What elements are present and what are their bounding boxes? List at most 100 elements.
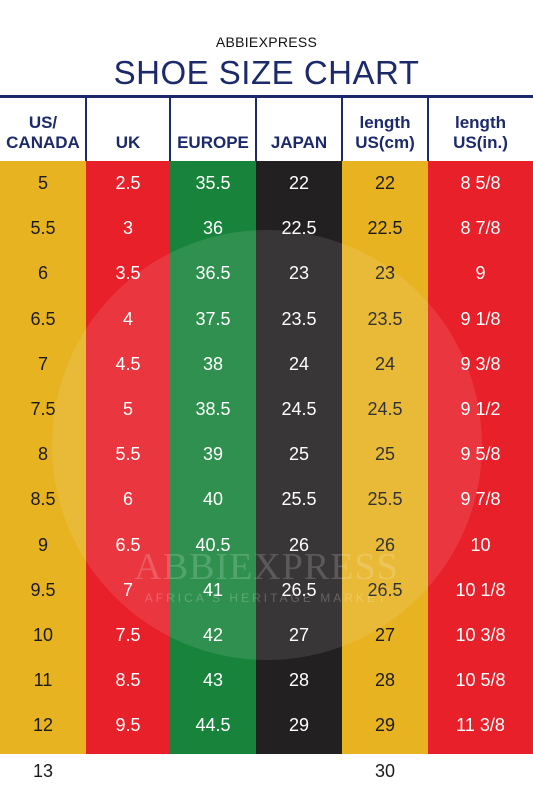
table-cell: 41 [202,579,224,600]
table-cell: 7 [37,353,48,374]
table-cell: 23.5 [367,308,403,329]
table-cell: 26.5 [367,579,403,600]
table-cell: 9 7/8 [460,489,501,510]
table-cell: 40 [202,489,224,510]
table-cell: 5 [122,399,133,420]
table-cell: 8 [37,444,48,465]
table-cell: 5 [37,173,48,194]
table-cell: 23 [374,263,396,284]
table-cell: 36 [202,218,224,239]
table-cell: 40.5 [195,534,231,555]
table-cell: 36.5 [195,263,231,284]
table-cell: 24 [374,353,396,374]
table-cell: 10 3/8 [455,624,506,645]
brand-name: ABBIEXPRESS [215,34,318,50]
table-cell: 6 [122,489,133,510]
page-title: SHOE SIZE CHART [113,54,420,91]
size-chart-table: US/ CANADA 5 5.5 6 6.5 7 7.5 8 8.5 9 9.5 10 11 12 13 … [0,95,533,781]
table-cell: 11 5/8 [456,760,505,781]
column-body: 35.5 36 36.5 37.5 38 38.5 39 40 40.5 41 42 43 44.5 45 [170,161,256,781]
table-cell: 6 [37,263,48,284]
table-cell: 24.5 [281,399,317,420]
table-cell: 37.5 [195,308,231,329]
table-cell: 9 5/8 [460,444,501,465]
column-header: length US(cm) [355,113,415,152]
table-cell: 43 [202,670,224,691]
column-header: UK [115,133,141,152]
table-cell: 27 [374,624,396,645]
table-cell: 10 1/8 [455,579,506,600]
table-cell: 6.5 [115,534,141,555]
table-cell: 23 [288,263,310,284]
header-divider [341,98,343,161]
table-cell: 10 [117,760,139,781]
header-divider [255,98,257,161]
table-cell: 7.5 [30,399,56,420]
table-cell: 9 1/2 [460,399,501,420]
table-cell: 10 5/8 [455,670,506,691]
header-divider [169,98,171,161]
table-cell: 28 [374,670,396,691]
table-cell: 22.5 [281,218,317,239]
table-cell: 25.5 [367,489,403,510]
table-cell: 29 [374,715,396,736]
table-cell: 10 [32,624,54,645]
table-cell: 39 [202,444,224,465]
table-cell: 38 [202,353,224,374]
column-length-cm: length US(cm) 22 22.5 23 23.5 24 24.5 25 25.5 26… [342,95,428,781]
table-cell: 10 [470,534,491,555]
column-uk: UK 2.5 3 3.5 4 4.5 5 5.5 6 6.5 7 7.5 8.5 9.5 10 [86,95,170,781]
table-cell: 3 [122,218,133,239]
table-cell: 8.5 [115,670,141,691]
table-cell: 11 [33,670,53,691]
column-header: US/ CANADA [6,113,80,152]
column-header: JAPAN [270,133,328,152]
table-cell: 23.5 [281,308,317,329]
table-cell: 9 3/8 [460,353,501,374]
table-cell: 5.5 [115,444,141,465]
table-cell: 3.5 [115,263,141,284]
table-cell: 8 5/8 [460,173,501,194]
column-body: 22 22.5 23 23.5 24 24.5 25 25.5 26 26.5 27 28 29 30 [256,161,342,781]
table-cell: 9 1/8 [460,308,501,329]
table-cell: 28 [288,670,310,691]
table-cell: 2.5 [115,173,141,194]
table-cell: 30 [374,760,396,781]
table-cell: 27 [288,624,310,645]
table-cell: 25 [288,444,310,465]
column-us-canada: US/ CANADA 5 5.5 6 6.5 7 7.5 8 8.5 9 9.5 10 11 12 13 [0,95,86,781]
column-body: 5 5.5 6 6.5 7 7.5 8 8.5 9 9.5 10 11 12 13 [0,161,86,781]
table-cell: 30 [288,760,310,781]
table-cell: 9 [475,263,486,284]
column-body: 2.5 3 3.5 4 4.5 5 5.5 6 6.5 7 7.5 8.5 9.5 10 [86,161,170,781]
table-cell: 12 [32,715,54,736]
table-cell: 9.5 [30,579,56,600]
table-cell: 7 [122,579,133,600]
table-cell: 22 [374,173,396,194]
table-cell: 22 [288,173,310,194]
table-cell: 29 [288,715,310,736]
header-divider [427,98,429,161]
table-cell: 42 [202,624,224,645]
table-cell: 9.5 [115,715,141,736]
header-top-rule [0,95,533,98]
header-divider [85,98,87,161]
table-cell: 6.5 [30,308,56,329]
table-cell: 26.5 [281,579,317,600]
table-cell: 13 [32,760,54,781]
table-cell: 45 [202,760,224,781]
table-cell: 4 [122,308,133,329]
column-body: 22 22.5 23 23.5 24 24.5 25 25.5 26 26.5 27 28 29 30 [342,161,428,781]
column-header: EUROPE [177,133,249,152]
table-cell: 24.5 [367,399,403,420]
table-cell: 44.5 [195,715,231,736]
table-cell: 24 [288,353,310,374]
column-header: length US(in.) [453,113,508,152]
table-cell: 38.5 [195,399,231,420]
table-cell: 35.5 [195,173,231,194]
table-cell: 26 [288,534,310,555]
table-cell: 25 [374,444,396,465]
table-cell: 11 3/8 [456,715,505,736]
table-cell: 7.5 [115,624,141,645]
column-body: 8 5/8 8 7/8 9 9 1/8 9 3/8 9 1/2 9 5/8 9 7/8 10 10… [428,161,533,781]
